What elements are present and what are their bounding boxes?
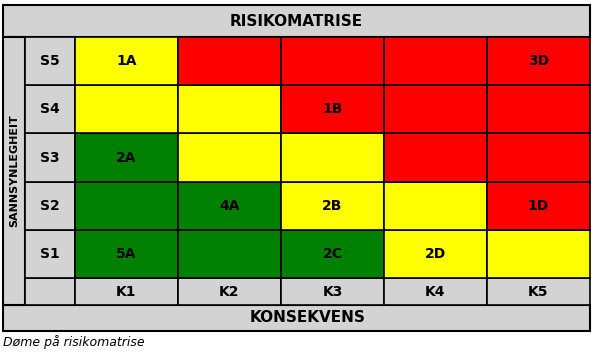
Bar (3, 305, 590, 331)
Text: S5: S5 (40, 54, 60, 68)
Text: K5: K5 (528, 284, 549, 298)
Bar (281, 85, 384, 134)
Bar (384, 134, 487, 182)
Bar (178, 37, 281, 85)
Bar (281, 37, 384, 85)
Bar (178, 230, 281, 278)
Bar (487, 134, 590, 182)
Text: 1D: 1D (528, 199, 549, 213)
Bar (3, 37, 25, 305)
Bar (487, 278, 590, 305)
Bar (75, 230, 178, 278)
Bar (25, 85, 75, 134)
Bar (281, 278, 384, 305)
Bar (384, 182, 487, 230)
Bar (178, 182, 281, 230)
Text: 4A: 4A (219, 199, 240, 213)
Bar (384, 278, 487, 305)
Bar (487, 182, 590, 230)
Bar (3, 5, 590, 37)
Bar (178, 134, 281, 182)
Text: K3: K3 (323, 284, 343, 298)
Bar (384, 37, 487, 85)
Bar (178, 85, 281, 134)
Bar (75, 85, 178, 134)
Bar (487, 85, 590, 134)
Text: 2C: 2C (323, 247, 343, 261)
Bar (75, 278, 178, 305)
Text: 1A: 1A (116, 54, 137, 68)
Text: S4: S4 (40, 102, 60, 116)
Bar (75, 182, 178, 230)
Text: RISIKOMATRISE: RISIKOMATRISE (230, 14, 363, 28)
Bar (384, 230, 487, 278)
Bar (25, 37, 75, 85)
Text: 2B: 2B (323, 199, 343, 213)
Text: 1B: 1B (323, 102, 343, 116)
Bar (75, 37, 178, 85)
Text: K1: K1 (116, 284, 137, 298)
Bar (75, 134, 178, 182)
Text: Døme på risikomatrise: Døme på risikomatrise (3, 335, 145, 349)
Text: K2: K2 (219, 284, 240, 298)
Bar (25, 230, 75, 278)
Bar (178, 278, 281, 305)
Text: 2A: 2A (116, 150, 137, 164)
Text: S1: S1 (40, 247, 60, 261)
Bar (281, 230, 384, 278)
Text: SANNSYNLEGHEIT: SANNSYNLEGHEIT (9, 115, 19, 227)
Text: S3: S3 (40, 150, 60, 164)
Bar (25, 278, 75, 305)
Bar (487, 37, 590, 85)
Bar (281, 182, 384, 230)
Text: 3D: 3D (528, 54, 549, 68)
Text: KONSEKVENS: KONSEKVENS (250, 311, 365, 326)
Text: S2: S2 (40, 199, 60, 213)
Bar (25, 134, 75, 182)
Bar (25, 182, 75, 230)
Bar (281, 134, 384, 182)
Text: K4: K4 (425, 284, 446, 298)
Text: 5A: 5A (116, 247, 137, 261)
Bar (487, 230, 590, 278)
Bar (384, 85, 487, 134)
Text: 2D: 2D (425, 247, 446, 261)
